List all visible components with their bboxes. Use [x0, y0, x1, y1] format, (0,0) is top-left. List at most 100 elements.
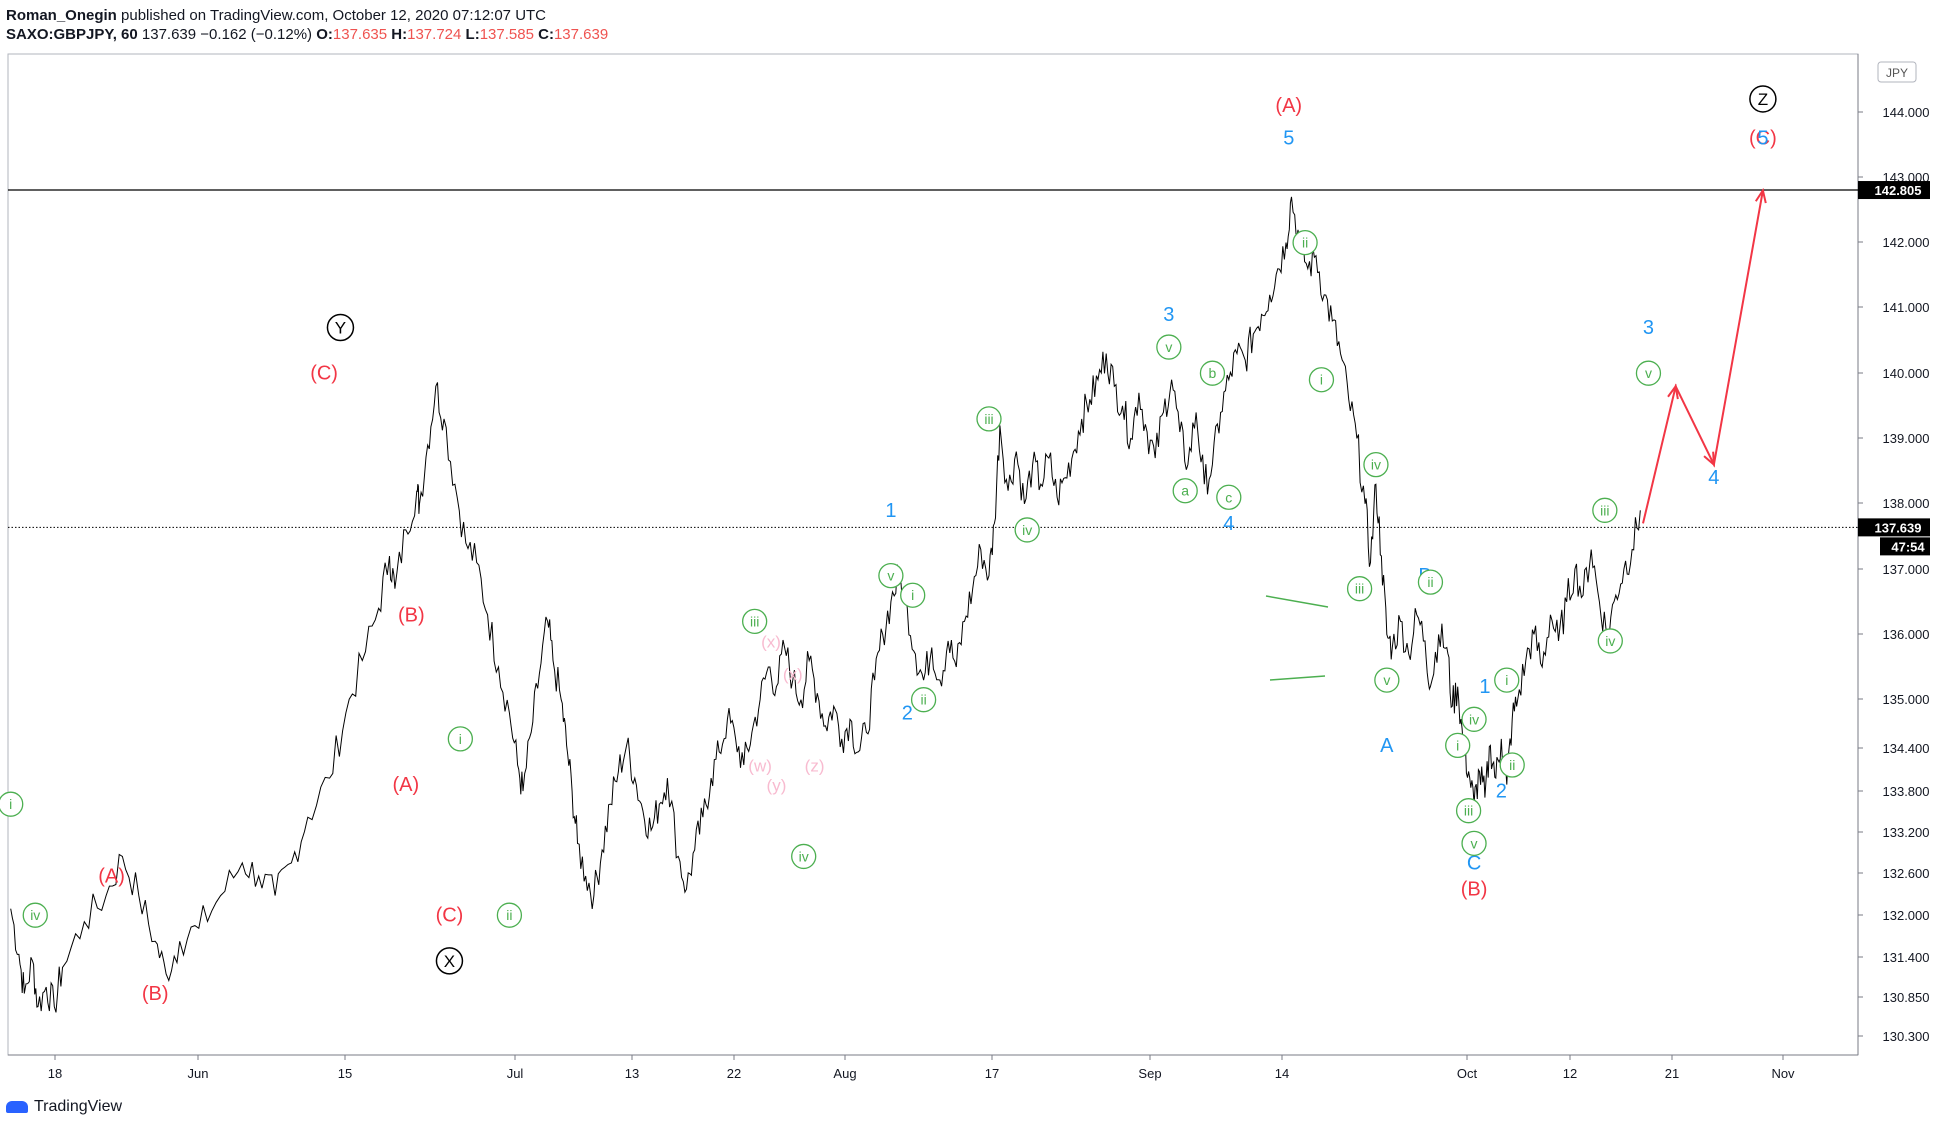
wave-label-green-circle — [976, 406, 1002, 432]
wave-label-pink: (z) — [805, 757, 825, 776]
last-price-tag — [1858, 518, 1930, 537]
wave-label-green-circle — [742, 608, 768, 634]
wave-label-red: (B) — [142, 983, 169, 1005]
wave-label-green-circle — [1308, 367, 1335, 393]
wave-label-blue: 4 — [1708, 467, 1719, 489]
wave-label-green: ii — [1302, 235, 1308, 251]
last-price: 137.639 — [141, 26, 197, 43]
wave-label-blue: 5 — [1757, 128, 1768, 150]
wave-label-green-circle — [878, 562, 904, 589]
wave-label-green-circle — [1461, 706, 1487, 732]
wave-label-green: v — [1471, 835, 1478, 851]
wave-label-green-circle — [1417, 569, 1444, 595]
wave-label-blue: 3 — [1163, 304, 1174, 326]
wave-label-green-circle — [1216, 484, 1242, 510]
x-tick-label: 14 — [1275, 1066, 1289, 1081]
plot-frame — [7, 53, 1859, 1056]
wave-label-green: v — [1645, 365, 1652, 381]
resistance-price-label: 142.805 — [1875, 183, 1922, 198]
wave-label-green-circle — [791, 843, 817, 870]
wave-label-green: v — [1165, 339, 1172, 355]
y-tick-label: 131.400 — [1883, 950, 1930, 965]
wave-label-green: iv — [1022, 522, 1032, 538]
wave-label-green-circle — [910, 687, 937, 713]
wave-label-red: (A) — [393, 774, 420, 796]
countdown-label: 47:54 — [1891, 539, 1925, 554]
wave-label-green: v — [1383, 672, 1390, 688]
wave-label-red: (A) — [1275, 95, 1302, 117]
wave-label-blue: A — [1380, 735, 1394, 757]
y-tick-label: 132.600 — [1883, 866, 1930, 881]
x-tick-label: Jul — [507, 1066, 524, 1081]
wave-label-green-circle — [22, 902, 48, 928]
wave-label-red: (B) — [1461, 879, 1488, 901]
wave-label-green-circle — [447, 726, 474, 752]
y-tick-label: 132.000 — [1883, 908, 1930, 923]
high-value: 137.724 — [407, 26, 462, 43]
y-tick-label: 137.000 — [1883, 562, 1930, 577]
wave-label-blue: C — [1467, 852, 1481, 874]
wave-label-green: i — [1320, 372, 1323, 388]
wave-label-green: ii — [506, 907, 512, 923]
wave-label-green-circle — [1461, 830, 1487, 857]
wave-label-green-circle — [1199, 360, 1226, 386]
y-tick-label: 141.000 — [1883, 300, 1930, 315]
wave-label-green-circle — [1445, 732, 1471, 759]
wave-label-blue: 4 — [1223, 513, 1234, 535]
wave-label-green: iv — [1469, 711, 1479, 727]
wave-label-green: iv — [799, 848, 809, 864]
wave-label-green-circle — [1499, 752, 1525, 778]
author-name: Roman_Onegin — [6, 7, 117, 24]
wave-label-red: (C) — [1749, 128, 1777, 150]
chart-header: Roman_Onegin published on TradingView.co… — [6, 6, 608, 44]
wave-label-blue: 1 — [885, 500, 896, 522]
wave-label-green-circle — [1455, 798, 1482, 824]
x-tick-label: 17 — [985, 1066, 999, 1081]
wave-label-black-circle — [435, 947, 464, 975]
countdown-tag — [1880, 537, 1930, 556]
wave-label-green: ii — [1427, 574, 1433, 590]
y-tick-label: 133.800 — [1883, 784, 1930, 799]
y-tick-label: 135.000 — [1883, 692, 1930, 707]
footer-brand: TradingView — [34, 1098, 123, 1115]
wave-label-green: iv — [1371, 457, 1381, 473]
wave-label-green: iv — [30, 907, 40, 923]
triangle-lower-line — [1269, 675, 1326, 681]
wave-label-pink: (y) — [767, 776, 787, 795]
tradingview-logo-icon — [6, 1101, 28, 1113]
y-tick-label: 138.000 — [1883, 496, 1930, 511]
y-tick-label: 140.000 — [1883, 366, 1930, 381]
wave-label-green: c — [1225, 489, 1232, 505]
currency-badge[interactable] — [1877, 61, 1917, 83]
open-value: 137.635 — [332, 26, 388, 43]
price-series-line — [10, 196, 1641, 1013]
wave-label-green-circle — [1292, 229, 1318, 256]
wave-label-green: ii — [920, 692, 926, 708]
wave-label-green-circle — [1363, 451, 1389, 478]
wave-label-green: i — [9, 796, 12, 812]
wave-label-pink: (w) — [748, 757, 772, 776]
wave-label-green: iii — [1464, 803, 1473, 819]
resistance-price-tag — [1858, 181, 1930, 200]
wave-label-blue: 1 — [1479, 676, 1490, 698]
publish-info: published on TradingView.com, October 12… — [121, 7, 547, 24]
wave-label-red: (C) — [436, 905, 464, 927]
wave-label-green: i — [911, 587, 914, 603]
close-value: 137.639 — [553, 26, 609, 43]
x-tick-label: 15 — [338, 1066, 352, 1081]
wave-label-green-circle — [1156, 334, 1182, 360]
symbol-label: SAXO:GBPJPY, 60 — [6, 26, 138, 43]
wave-label-green: iii — [750, 613, 759, 629]
wave-label-green: iv — [1605, 633, 1615, 649]
low-label: L: — [465, 26, 480, 43]
y-tick-label: 133.200 — [1883, 825, 1930, 840]
wave-label-green-circle — [1635, 360, 1662, 386]
footer: TradingView — [6, 1098, 122, 1116]
wave-label-black-circle — [1749, 85, 1777, 113]
x-tick-label: 13 — [625, 1066, 639, 1081]
wave-label-green-circle — [496, 902, 523, 928]
publish-line: Roman_Onegin published on TradingView.co… — [6, 6, 608, 25]
ohlc-line: SAXO:GBPJPY, 60 137.639 −0.162 (−0.12%) … — [6, 25, 608, 44]
x-tick-label: 18 — [48, 1066, 62, 1081]
